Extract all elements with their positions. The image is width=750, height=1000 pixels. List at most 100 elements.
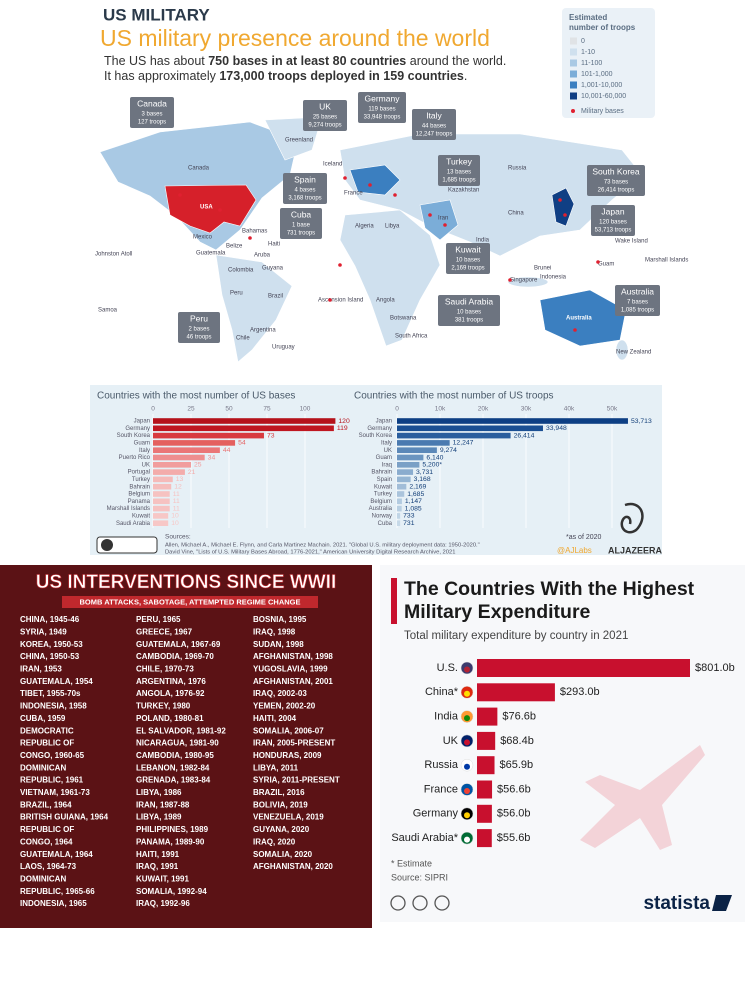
intervention-item: CHINA, 1950-53 [20, 652, 80, 661]
callout-troops: 46 troops [186, 335, 211, 341]
value-label: 53,713 [631, 418, 652, 425]
statista-logo-mark [712, 895, 732, 911]
value-label: 2,169 [409, 483, 426, 490]
nd-icon [434, 895, 450, 911]
value-label: $801.0b [695, 662, 735, 674]
callout-troops: 3,168 troops [288, 196, 321, 202]
callout-troops: 12,247 troops [416, 132, 453, 138]
japan-korea [551, 187, 575, 227]
bar [477, 659, 690, 677]
bar [397, 476, 411, 483]
description-part: The US has about [104, 54, 208, 68]
category-label: U.S. [437, 662, 458, 674]
bar [397, 505, 402, 512]
bar [477, 804, 492, 823]
category-label: Italy [139, 448, 150, 454]
category-label: Spain [377, 477, 392, 483]
bar [397, 462, 420, 468]
category-label: Germany [125, 426, 150, 432]
x-tick-label: 0 [395, 406, 399, 413]
cc-icon [101, 539, 113, 551]
callout-box [280, 208, 322, 239]
value-label: 73 [267, 432, 275, 439]
intervention-item: CONGO, 1964 [20, 837, 73, 846]
intervention-item: SOMALIA, 2006-07 [253, 726, 324, 735]
statista-cc-icons [390, 895, 450, 911]
value-label: 13 [176, 476, 184, 483]
legend-title: Estimated [569, 13, 607, 22]
map-label: Indonesia [540, 275, 567, 281]
bar [153, 447, 220, 453]
intervention-item: PANAMA, 1989-90 [136, 837, 205, 846]
bar [153, 505, 170, 512]
map-label: Iceland [323, 162, 342, 168]
legend-swatch [570, 92, 577, 100]
map-label: Belize [226, 244, 243, 250]
callout-bases: 7 bases [627, 300, 648, 306]
bar [153, 483, 172, 490]
chart-panel [90, 385, 662, 555]
value-label: $65.9b [500, 759, 534, 771]
intervention-item: AFGHANISTAN, 1998 [253, 652, 333, 661]
map-label: Botswana [390, 316, 417, 322]
intervention-item: IRAN, 1987-88 [136, 800, 190, 809]
x-tick-label: 50 [225, 406, 233, 413]
bar [153, 418, 336, 424]
description-part: around the world. [406, 54, 506, 68]
legend-label: 10,001-60,000 [581, 93, 626, 100]
base-marker [563, 213, 567, 217]
intervention-item: POLAND, 1980-81 [136, 714, 204, 723]
chart-note: * Estimate [391, 858, 432, 868]
chart-title: The Countries With the Highest [404, 578, 695, 600]
callout-bases: 10 bases [457, 310, 481, 316]
base-marker [558, 198, 562, 202]
bar [153, 425, 334, 432]
callout-troops: 1,085 troops [621, 308, 654, 314]
intervention-item: BOLIVIA, 2019 [253, 800, 308, 809]
value-label: $56.6b [497, 783, 531, 795]
value-label: $293.0b [560, 686, 600, 698]
bar [153, 476, 173, 483]
bar [397, 447, 437, 453]
bar [153, 440, 236, 446]
base-marker [573, 328, 577, 332]
intervention-item: DOMINICAN [20, 763, 66, 772]
intervention-item: LIBYA, 2011 [253, 763, 299, 772]
category-label: Bahrain [371, 470, 392, 476]
callout-name: Spain [294, 174, 316, 184]
callout-name: Cuba [291, 209, 312, 219]
map-label: Kazakhstan [448, 188, 479, 194]
chart-title: Countries with the most number of US tro… [354, 391, 554, 402]
intervention-item: SUDAN, 1998 [253, 640, 304, 649]
value-label: 11 [173, 491, 180, 498]
title-accent [391, 578, 397, 624]
category-label: Japan [376, 419, 392, 425]
intervention-item: VIETNAM, 1961-73 [20, 788, 90, 797]
value-label: 11 [173, 505, 180, 512]
bar [397, 513, 401, 519]
description-part: 173,000 troops deployed in 159 countries [219, 69, 464, 83]
intervention-item: GUATEMALA, 1967-69 [136, 640, 221, 649]
bar [397, 440, 450, 446]
flag-icon-detail [464, 836, 470, 843]
category-label: Germany [367, 426, 392, 432]
value-label: 11 [173, 498, 180, 505]
category-label: Italy [381, 440, 392, 446]
flag-icon-detail [464, 763, 470, 770]
chart-subtitle: Total military expenditure by country in… [404, 630, 628, 642]
callout-name: South Korea [592, 166, 640, 176]
base-marker [218, 208, 222, 212]
intervention-item: YEMEN, 2002-20 [253, 702, 316, 711]
chart-note: *as of 2020 [566, 534, 602, 541]
map-label: India [476, 238, 490, 244]
bar [397, 520, 401, 526]
value-label: 12 [174, 483, 182, 490]
callout-name: Turkey [446, 156, 472, 166]
subtitle-banner [62, 596, 318, 608]
map-label: Bahamas [242, 229, 267, 235]
callout-bases: 120 bases [599, 220, 627, 226]
map-label: Guyana [262, 266, 284, 272]
callout-box [438, 155, 480, 186]
base-marker [328, 298, 332, 302]
